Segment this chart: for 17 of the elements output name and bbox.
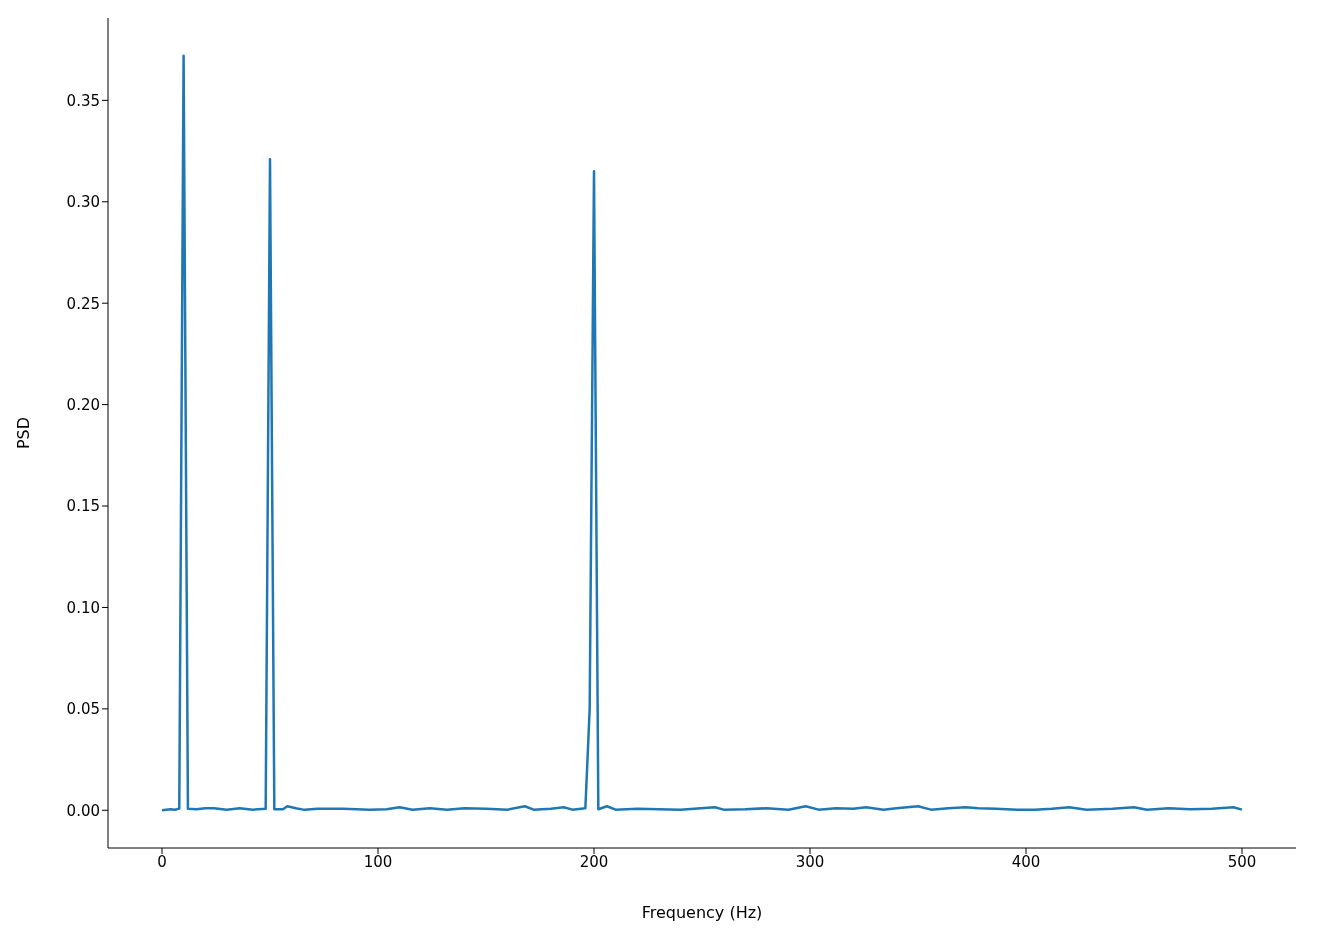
y-tick-label: 0.25 [66, 294, 100, 313]
y-tick-label: 0.35 [66, 91, 100, 110]
y-tick-label: 0.05 [66, 700, 100, 719]
y-tick-label: 0.30 [66, 193, 100, 212]
y-tick-label: 0.00 [66, 801, 100, 820]
x-tick-label: 200 [579, 852, 609, 871]
line-series [160, 54, 1244, 812]
x-tick-label: 500 [1227, 852, 1257, 871]
y-tick-label: 0.15 [66, 497, 100, 516]
x-tick-label: 100 [363, 852, 393, 871]
x-tick-label: 400 [1011, 852, 1041, 871]
y-tick-label: 0.10 [66, 598, 100, 617]
x-tick-label: 0 [157, 852, 167, 871]
y-axis-title: PSD [13, 416, 33, 450]
x-axis-title: Frequency (Hz) [641, 903, 763, 922]
y-tick-label: 0.20 [66, 395, 100, 414]
x-tick-label: 300 [795, 852, 825, 871]
